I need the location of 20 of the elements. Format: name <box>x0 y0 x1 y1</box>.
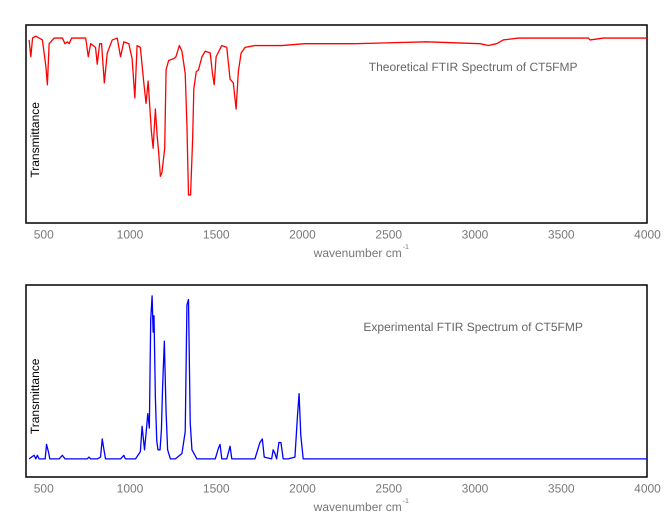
y-axis-title: Transmittance <box>28 102 42 178</box>
x-tick-label: 1500 <box>202 228 230 242</box>
x-tick-label: 500 <box>34 228 54 242</box>
x-tick-label: 3500 <box>548 482 575 496</box>
x-tick-label: 4000 <box>634 482 662 496</box>
x-tick-label: 3000 <box>462 228 489 242</box>
x-tick-label: 1000 <box>116 482 144 496</box>
x-tick-label: 4000 <box>634 228 662 242</box>
x-tick-label: 3500 <box>548 228 575 242</box>
x-tick-label: 500 <box>34 482 54 496</box>
x-tick-label: 1500 <box>202 482 230 496</box>
text: Experimental FTIR Spectrum of CT5FMP <box>363 320 583 334</box>
x-tick-label: 2500 <box>375 482 402 496</box>
x-tick-label: 3000 <box>462 482 489 496</box>
x-tick-label: 2000 <box>289 228 316 242</box>
x-tick-label: 2500 <box>375 228 402 242</box>
text: Theoretical FTIR Spectrum of CT5FMP <box>368 60 578 74</box>
x-tick-label: 1000 <box>116 228 144 242</box>
x-tick-label: 2000 <box>289 482 316 496</box>
y-axis-title: Transmittance <box>28 358 42 434</box>
